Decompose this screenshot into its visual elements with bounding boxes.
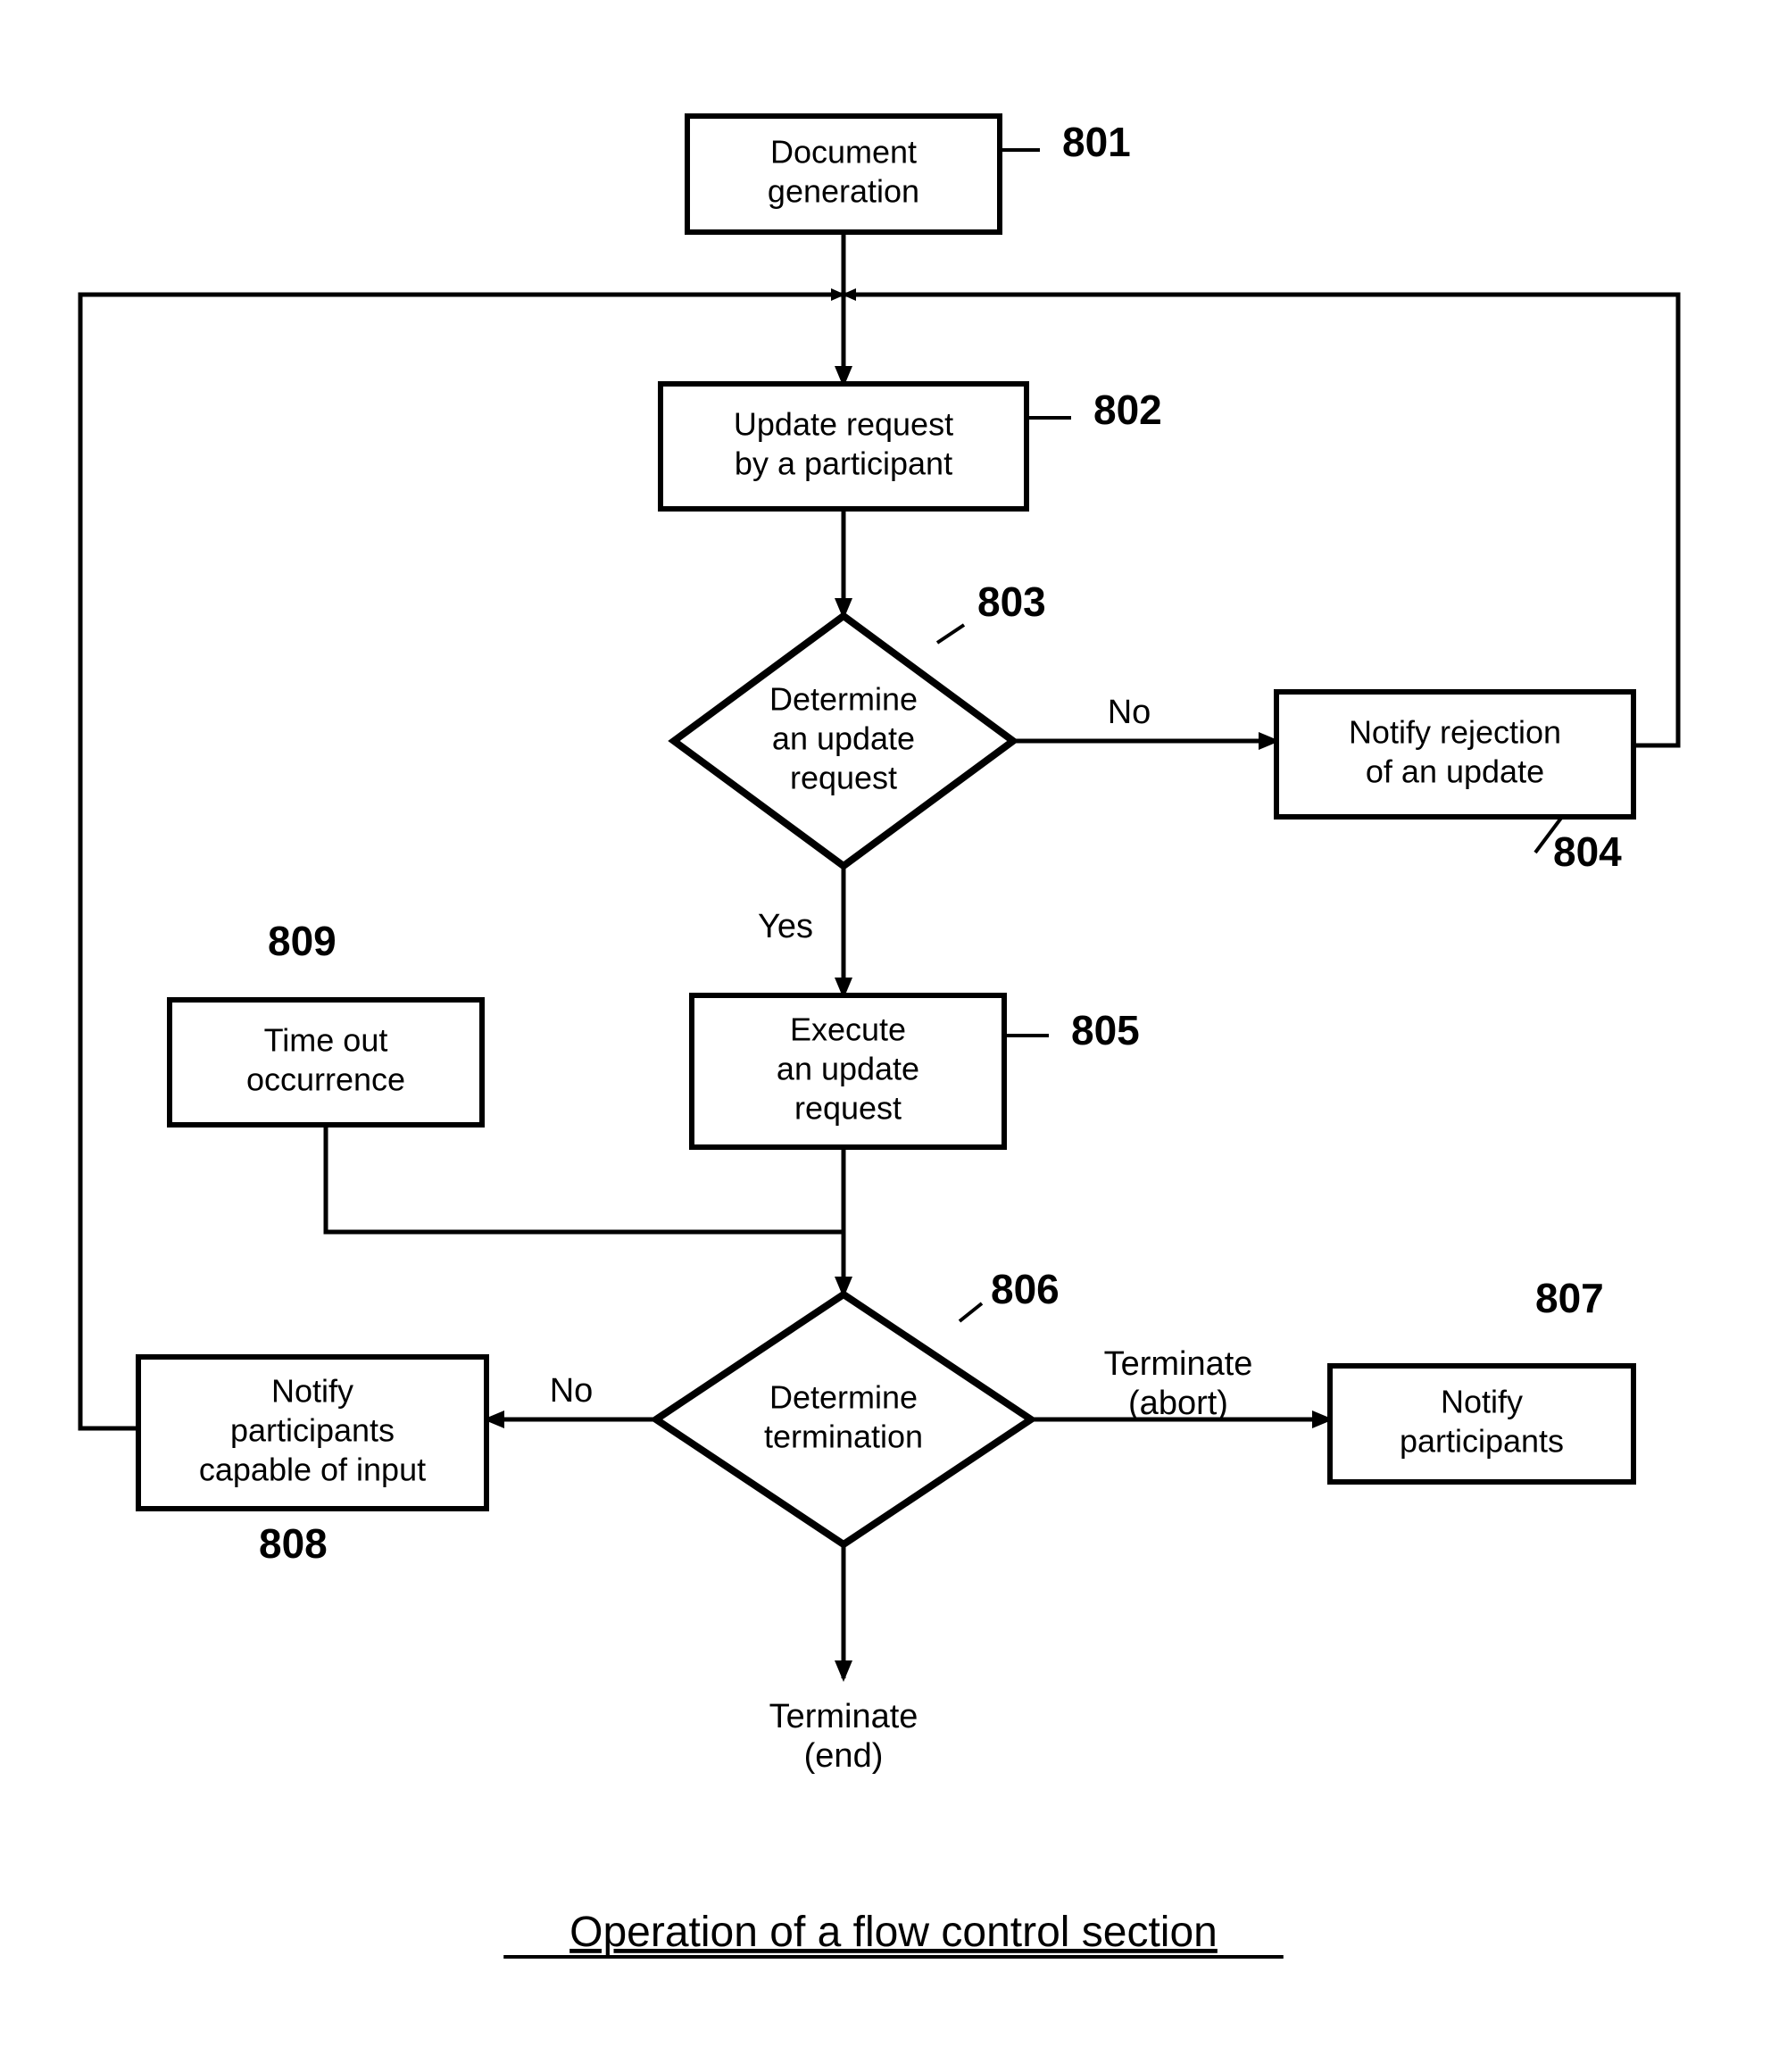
label-leader	[937, 625, 964, 643]
node-text: Determine	[769, 1379, 918, 1416]
node-text: Document	[770, 134, 917, 171]
node-text: occurrence	[246, 1061, 405, 1098]
node-text: Notify	[1441, 1384, 1523, 1420]
node-text: Update request	[734, 406, 953, 443]
flow-edge	[906, 295, 1678, 745]
node-text: participants	[230, 1412, 395, 1449]
edge-label: No	[550, 1372, 594, 1410]
node-text: an update	[777, 1051, 919, 1087]
node-text: Notify	[271, 1373, 353, 1410]
node-ref-label: 804	[1553, 828, 1622, 875]
node-ref-label: 806	[991, 1266, 1060, 1312]
node-text: capable of input	[199, 1452, 426, 1488]
label-leader	[960, 1303, 982, 1321]
node-ref-label: 805	[1071, 1007, 1140, 1053]
node-ref-label: 808	[259, 1520, 328, 1567]
node-ref-label: 802	[1093, 387, 1162, 433]
node-ref-label: 803	[977, 578, 1046, 625]
flowchart-diagram: NoYesNoTerminate(abort)Terminate(end)Doc…	[0, 0, 1787, 2072]
node-text: request	[790, 760, 897, 796]
node-ref-label: 801	[1062, 119, 1131, 165]
node-ref-label: 809	[268, 918, 337, 964]
node-text: generation	[768, 173, 919, 210]
node-text: Determine	[769, 681, 918, 718]
edge-label: Yes	[758, 908, 813, 945]
diagram-caption: Operation of a flow control section	[569, 1909, 1218, 1956]
node-text: Execute	[790, 1011, 906, 1048]
node-text: of an update	[1366, 753, 1544, 790]
node-text: Notify rejection	[1349, 714, 1561, 751]
edge-label: (abort)	[1128, 1385, 1228, 1422]
node-text: termination	[764, 1419, 923, 1455]
node-text: Time out	[264, 1022, 388, 1059]
node-text: by a participant	[735, 445, 952, 482]
edge-label: (end)	[804, 1737, 884, 1775]
node-ref-label: 807	[1535, 1275, 1604, 1321]
edge-label: Terminate	[769, 1698, 918, 1735]
node-text: an update	[772, 720, 915, 757]
node-text: request	[794, 1090, 902, 1127]
edge-label: No	[1108, 694, 1151, 731]
edge-label: Terminate	[1104, 1345, 1253, 1383]
node-text: participants	[1400, 1423, 1564, 1460]
